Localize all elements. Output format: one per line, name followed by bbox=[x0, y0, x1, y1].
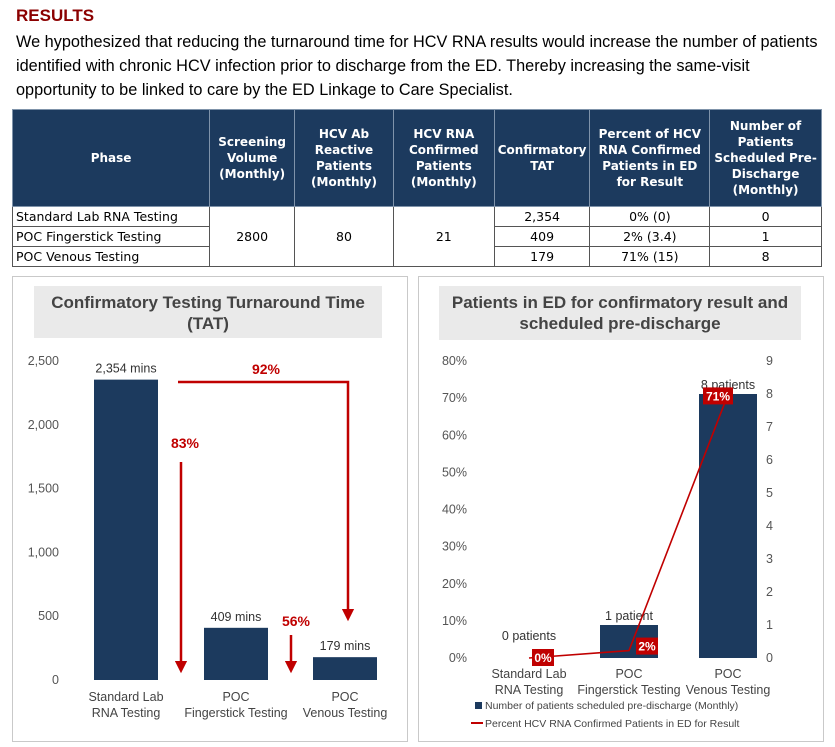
x-tick-label: RNA Testing bbox=[495, 683, 564, 697]
cell-tat: 179 bbox=[493, 246, 591, 267]
cell-percent: 2% (3.4) bbox=[589, 226, 711, 247]
x-tick-label: POC bbox=[222, 690, 249, 704]
percent-line bbox=[528, 394, 729, 659]
y-left-tick-label: 30% bbox=[442, 540, 467, 554]
bar-data-label: 1 patient bbox=[605, 609, 653, 623]
y-right-tick-label: 3 bbox=[766, 552, 773, 566]
y-left-tick-label: 50% bbox=[442, 465, 467, 479]
y-left-tick-label: 40% bbox=[442, 503, 467, 517]
x-tick-label: Standard Lab bbox=[491, 667, 566, 681]
line-data-label: 2% bbox=[638, 640, 656, 654]
x-tick-label: POC bbox=[615, 667, 642, 681]
cell-percent: 0% (0) bbox=[589, 206, 711, 227]
y-left-tick-label: 70% bbox=[442, 391, 467, 405]
header-percent-in-ed: Percent of HCV RNA Confirmed Patients in… bbox=[589, 109, 711, 207]
table-row: POC Venous Testing 179 71% (15) 8 bbox=[11, 246, 822, 267]
cell-scheduled: 0 bbox=[709, 206, 822, 227]
line-data-label: 0% bbox=[534, 651, 552, 665]
line-data-label: 71% bbox=[706, 389, 730, 403]
x-tick-label: Fingerstick Testing bbox=[184, 706, 287, 720]
patients-chart: 0% 10% 20% 30% 40% 50% 60% 70% 80% 0 1 2 3 4 5 6 7 8 9 0 pa… bbox=[442, 354, 773, 730]
header-ab-reactive: HCV Ab Reactive Patients (Monthly) bbox=[294, 109, 394, 207]
y-right-tick-label: 2 bbox=[766, 585, 773, 599]
x-tick-label: Venous Testing bbox=[303, 706, 388, 720]
annotation-83: 83% bbox=[171, 435, 200, 451]
cell-phase: POC Venous Testing bbox=[11, 246, 211, 267]
bar bbox=[94, 379, 158, 680]
legend-line-label: Percent HCV RNA Confirmed Patients in ED… bbox=[485, 718, 740, 730]
y-left-tick-label: 60% bbox=[442, 428, 467, 442]
bar bbox=[699, 394, 757, 658]
tat-chart-title: Confirmatory Testing Turnaround Time (TA… bbox=[34, 286, 382, 338]
cell-tat: 2,354 bbox=[493, 206, 591, 227]
x-tick-label: POC bbox=[331, 690, 358, 704]
line-data-label-box bbox=[636, 637, 658, 655]
bar bbox=[313, 657, 377, 680]
y-right-tick-label: 7 bbox=[766, 420, 773, 434]
y-right-tick-label: 4 bbox=[766, 519, 773, 533]
legend-bar-label: Number of patients scheduled pre-dischar… bbox=[485, 700, 738, 712]
annotation-56: 56% bbox=[282, 613, 311, 629]
arrow-92 bbox=[178, 380, 355, 622]
y-right-tick-label: 8 bbox=[766, 387, 773, 401]
cell-scheduled: 8 bbox=[709, 246, 822, 267]
tat-chart: 0 500 1,000 1,500 2,000 2,500 2,354 mins Standa… bbox=[28, 354, 388, 720]
y-left-tick-label: 0% bbox=[449, 651, 467, 665]
table-header-row: Phase Screening Volume (Monthly) HCV Ab … bbox=[11, 109, 822, 207]
y-left-tick-label: 80% bbox=[442, 354, 467, 368]
header-scheduled-pre-discharge: Number of Patients Scheduled Pre-Dischar… bbox=[709, 109, 822, 207]
y-tick-label: 0 bbox=[52, 673, 59, 687]
x-tick-label: Standard Lab bbox=[88, 690, 163, 704]
x-tick-label: POC bbox=[714, 667, 741, 681]
y-left-tick-label: 10% bbox=[442, 614, 467, 628]
results-heading: RESULTS bbox=[16, 6, 95, 25]
header-screening-volume: Screening Volume (Monthly) bbox=[209, 109, 296, 207]
y-tick-label: 2,500 bbox=[28, 354, 59, 368]
y-right-tick-label: 9 bbox=[766, 354, 773, 368]
y-tick-label: 2,000 bbox=[28, 418, 59, 432]
bar-data-label: 0 patients bbox=[502, 629, 556, 643]
cell-phase: POC Fingerstick Testing bbox=[11, 226, 211, 247]
bar-data-label: 409 mins bbox=[211, 610, 262, 624]
x-tick-label: RNA Testing bbox=[92, 706, 161, 720]
cell-scheduled: 1 bbox=[709, 226, 822, 247]
bar bbox=[204, 627, 268, 680]
line-data-label-box bbox=[532, 649, 554, 666]
line-data-label-box bbox=[703, 387, 733, 405]
tat-chart-panel: Confirmatory Testing Turnaround Time (TA… bbox=[12, 276, 408, 742]
cell-ab-reactive: 80 bbox=[294, 206, 394, 267]
header-confirmatory-tat: Confirmatory TAT bbox=[493, 109, 591, 207]
y-tick-label: 1,000 bbox=[28, 545, 59, 559]
cell-rna-confirmed: 21 bbox=[392, 206, 495, 267]
annotation-92: 92% bbox=[252, 361, 281, 377]
y-right-tick-label: 1 bbox=[766, 618, 773, 632]
bar-data-label: 2,354 mins bbox=[95, 362, 156, 376]
cell-tat: 409 bbox=[493, 226, 591, 247]
bar-data-label: 179 mins bbox=[320, 639, 371, 653]
cell-screening-volume: 2800 bbox=[209, 206, 296, 267]
cell-phase: Standard Lab RNA Testing bbox=[11, 206, 211, 227]
results-table: Phase Screening Volume (Monthly) HCV Ab … bbox=[11, 109, 822, 267]
x-tick-label: Fingerstick Testing bbox=[577, 683, 680, 697]
y-tick-label: 1,500 bbox=[28, 482, 59, 496]
table-row: Standard Lab RNA Testing 2800 80 21 2,35… bbox=[11, 206, 822, 267]
legend-bar-swatch bbox=[475, 702, 482, 709]
y-right-tick-label: 5 bbox=[766, 486, 773, 500]
y-right-tick-label: 0 bbox=[766, 651, 773, 665]
header-phase: Phase bbox=[11, 109, 211, 207]
intro-paragraph: We hypothesized that reducing the turnar… bbox=[16, 33, 818, 99]
y-left-tick-label: 20% bbox=[442, 577, 467, 591]
y-tick-label: 500 bbox=[38, 609, 59, 623]
cell-percent: 71% (15) bbox=[589, 246, 711, 267]
header-rna-confirmed: HCV RNA Confirmed Patients (Monthly) bbox=[392, 109, 495, 207]
y-right-tick-label: 6 bbox=[766, 453, 773, 467]
x-tick-label: Venous Testing bbox=[686, 683, 771, 697]
patients-chart-panel: Patients in ED for confirmatory result a… bbox=[418, 276, 824, 742]
patients-chart-title: Patients in ED for confirmatory result a… bbox=[439, 286, 801, 340]
